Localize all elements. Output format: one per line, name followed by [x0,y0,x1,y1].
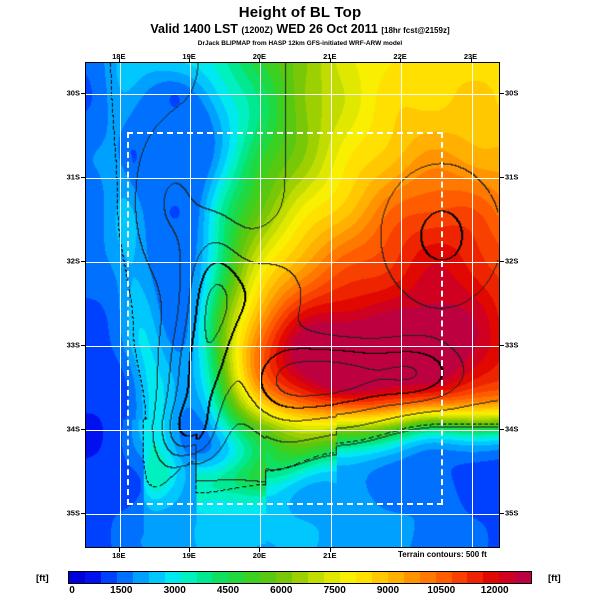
tick-top-23E [470,58,472,62]
lat-label-left-30S: 30S [66,88,80,98]
colorbar-swatch-6 [164,572,181,583]
colorbar-swatch-23 [435,572,452,583]
lon-label-bottom-21E: 21E [323,551,337,560]
colorbar-tick-7500: 7500 [323,585,346,596]
lon-label-top-19E: 19E [182,52,196,61]
colorbar-swatch-8 [196,572,213,583]
colorbar-tick-0: 0 [69,585,75,596]
lat-label-right-31S: 31S [505,172,519,182]
colorbar-swatch-16 [324,572,340,583]
lat-label-left-31S: 31S [66,172,80,182]
colorbar-area: [ft] [ft] 0 1500 3000 4500 6000 7500 9000 10500… [0,566,600,600]
lon-label-top-20E: 20E [252,52,267,61]
colorbar-swatch-13 [276,572,293,583]
colorbar-tick-4500: 4500 [216,585,240,596]
title-block: Height of BL Top Valid 1400 LST (1200Z) … [0,4,600,48]
colorbar-swatch-22 [419,572,436,583]
colorbar-swatch-25 [467,572,484,583]
lon-label-top-23E: 23E [463,52,478,61]
colorbar-swatch-26 [483,572,500,583]
tick-bottom-21E [329,548,331,552]
lat-label-right-33S: 33S [505,340,519,350]
lon-label-bottom-20E: 20E [252,551,267,560]
colorbar-swatch-4 [132,572,149,583]
lat-label-left-34S: 34S [66,424,80,434]
lon-label-top-18E: 18E [112,52,126,61]
lat-label-left-32S: 32S [66,256,80,266]
valid-time: Valid 1400 LST [150,22,238,36]
colorbar-swatch-27 [499,572,516,583]
colorbar-tick-12000: 12000 [480,585,509,596]
colorbar [68,571,532,584]
lon-label-bottom-19E: 19E [182,551,196,560]
lat-label-left-35S: 35S [66,508,80,518]
colorbar-swatch-3 [116,572,133,583]
colorbar-swatch-15 [308,572,324,583]
colorbar-swatch-21 [403,572,420,583]
forecast-hour: [18hr fcst@2159z] [381,26,450,35]
colorbar-tick-3000: 3000 [163,585,186,596]
colorbar-swatch-10 [228,572,245,583]
colorbar-swatch-18 [355,572,372,583]
colorbar-swatch-9 [212,572,229,583]
bl-top-height-field [86,63,499,547]
colorbar-swatch-12 [260,572,277,583]
tick-left-31S [81,177,85,178]
tick-right-30S [500,93,504,95]
colorbar-swatch-2 [100,572,117,583]
lon-label-top-22E: 22E [393,52,407,61]
subtitle: Valid 1400 LST (1200Z) WED 26 Oct 2011 [… [0,22,600,38]
terrain-contour-note: Terrain contours: 500 ft [398,550,487,559]
tick-top-19E [189,58,191,62]
colorbar-swatch-20 [387,572,404,583]
lat-label-right-35S: 35S [505,508,519,518]
colorbar-swatch-11 [244,572,261,583]
colorbar-swatch-1 [84,572,101,583]
tick-left-30S [81,93,85,95]
tick-left-35S [81,512,85,514]
tick-left-33S [81,344,85,346]
tick-right-34S [500,428,504,430]
colorbar-swatch-7 [180,572,197,583]
lat-label-right-32S: 32S [505,256,519,266]
colorbar-swatch-14 [292,572,309,583]
colorbar-tick-6000: 6000 [270,585,293,596]
tick-right-32S [500,260,504,262]
lat-label-left-33S: 33S [66,340,80,350]
colorbar-swatch-17 [339,572,356,583]
valid-time-utc: (1200Z) [241,25,273,35]
tick-bottom-20E [259,548,261,552]
tick-right-31S [500,177,504,178]
colorbar-unit-left: [ft] [36,573,49,584]
tick-top-18E [118,58,120,62]
tick-bottom-18E [118,548,120,552]
colorbar-swatch-19 [371,572,388,583]
tick-top-21E [329,58,331,62]
tick-top-22E [400,58,402,62]
tick-right-35S [500,512,504,514]
lon-label-top-21E: 21E [323,52,337,61]
tick-left-32S [81,260,85,262]
tick-right-33S [500,344,504,346]
colorbar-tick-10500: 10500 [427,585,456,596]
colorbar-tick-9000: 9000 [376,585,400,596]
tick-top-20E [259,58,261,62]
colorbar-swatch-28 [515,572,532,583]
lon-label-bottom-18E: 18E [112,551,126,560]
lat-label-right-30S: 30S [505,88,519,98]
colorbar-unit-right: [ft] [548,573,561,584]
valid-date: WED 26 Oct 2011 [276,22,378,36]
tick-bottom-19E [189,548,191,552]
colorbar-swatch-5 [148,572,165,583]
map-plot-area [85,62,500,548]
tick-left-34S [81,428,85,430]
lat-label-right-34S: 34S [505,424,519,434]
page-title: Height of BL Top [238,4,362,21]
colorbar-swatch-0 [69,572,85,583]
colorbar-tick-1500: 1500 [110,585,133,596]
colorbar-swatch-24 [451,572,468,583]
model-credit: DrJack BLIPMAP from HASP 12km GFS-initia… [197,40,403,47]
